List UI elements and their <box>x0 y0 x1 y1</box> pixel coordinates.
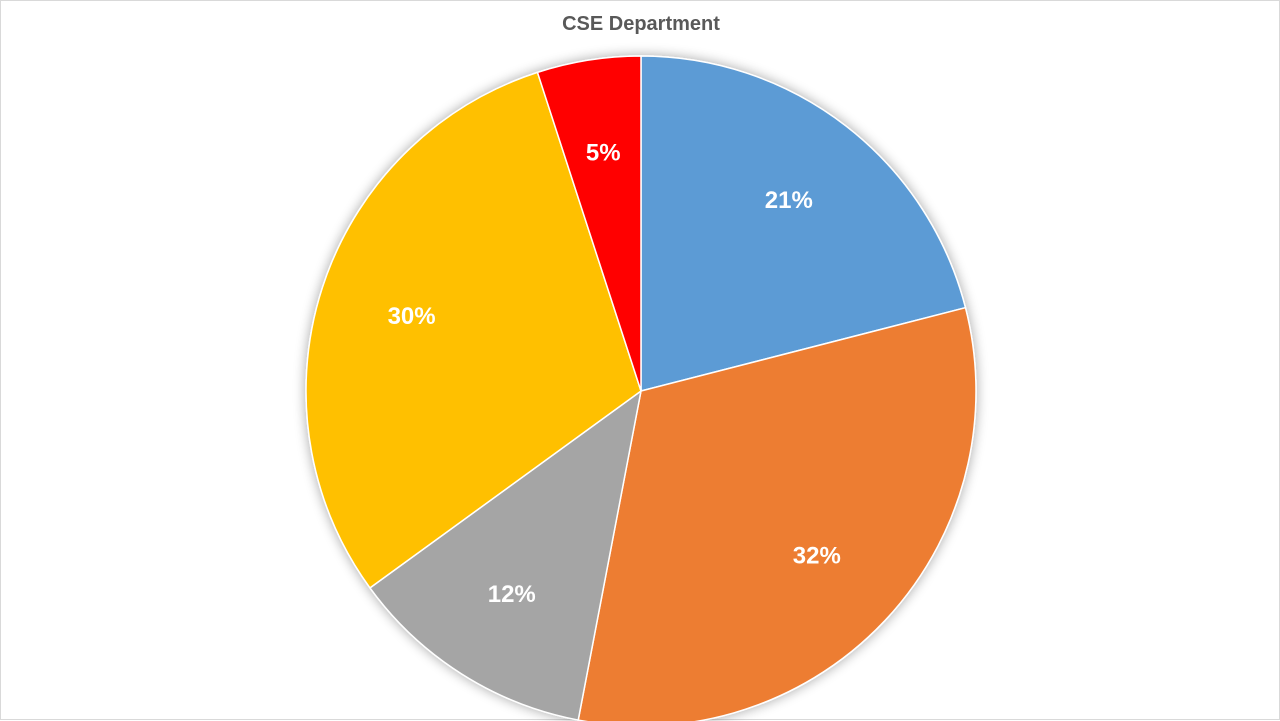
pie-slices <box>305 55 977 721</box>
data-label-4: 30% <box>388 303 436 330</box>
data-label-2: 32% <box>793 543 841 570</box>
data-label-1: 21% <box>765 187 813 214</box>
data-label-5: 5% <box>586 139 621 166</box>
pie-slice-5 <box>536 55 642 392</box>
pie-slice-4 <box>305 71 642 589</box>
pie-slice-3 <box>368 389 643 721</box>
chart-title: CSE Department <box>562 13 720 35</box>
pie-slice-2 <box>577 306 977 721</box>
data-label-3: 12% <box>488 581 536 608</box>
pie-slice-1 <box>640 55 967 392</box>
pie-labels: 21% 32% 12% 30% 5% <box>388 139 841 608</box>
